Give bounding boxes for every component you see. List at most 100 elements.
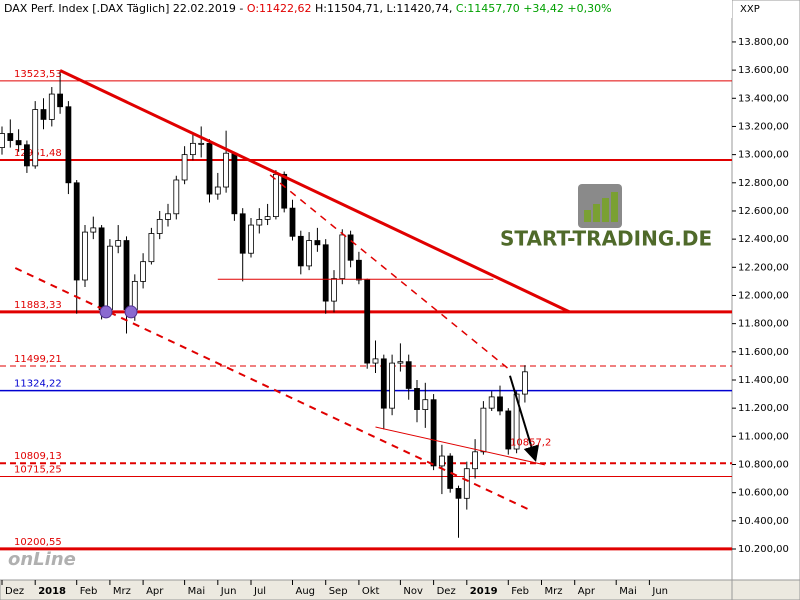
candle-body — [488, 396, 495, 409]
header-close: C:11457,70 +34,42 +0,30% — [455, 2, 612, 15]
candle-body — [472, 451, 479, 470]
candle-body — [15, 140, 22, 146]
candle-body — [231, 152, 238, 215]
candle-body — [372, 358, 379, 364]
candle-body — [140, 261, 147, 282]
candle-body — [522, 371, 528, 395]
candle-body — [297, 235, 304, 267]
candle-body — [7, 133, 14, 141]
candle-body — [355, 259, 362, 281]
x-tick-label: Aug — [296, 586, 316, 597]
logo-text: START-TRADING.DE — [500, 227, 712, 251]
candle-body — [148, 233, 155, 263]
candle-body — [123, 240, 130, 310]
candle-body — [165, 213, 171, 220]
candle-body — [248, 224, 254, 254]
candle-body — [380, 358, 387, 409]
candle-body — [422, 399, 429, 410]
candle-body — [0, 133, 5, 148]
x-tick-label: Jun — [220, 586, 237, 597]
y-tick-label: 13.000,00 — [738, 150, 789, 161]
level-label: 10715,25 — [14, 464, 62, 475]
candle-body — [447, 455, 454, 489]
candle-body — [57, 93, 63, 108]
x-tick-label: Sep — [329, 586, 348, 597]
candle-body — [98, 227, 105, 310]
header-high: H:11504,71 — [315, 2, 380, 15]
candle-body — [256, 219, 263, 226]
candle-body — [73, 182, 80, 281]
y-tick-label: 13.800,00 — [738, 37, 789, 48]
candle-body — [239, 213, 246, 254]
candle-body — [405, 361, 412, 389]
y-tick-label: 13.400,00 — [738, 93, 789, 104]
candle-body — [206, 142, 213, 195]
header-low: L:11420,74 — [386, 2, 449, 15]
x-tick-label: Feb — [511, 586, 529, 597]
logo-icon — [578, 184, 622, 228]
x-tick-label: Mrz — [545, 586, 563, 597]
x-tick-label: Dez — [437, 586, 456, 597]
candle-body — [438, 455, 445, 467]
y-tick-label: 12.400,00 — [738, 234, 789, 245]
candle-body — [314, 240, 321, 246]
y-tick-label: 11.200,00 — [738, 403, 789, 414]
x-tick-label: Okt — [362, 586, 380, 597]
x-tick-label: Jul — [253, 586, 266, 597]
candle-body — [306, 240, 313, 267]
y-tick-label: 11.400,00 — [738, 375, 789, 386]
y-tick-label: 11.600,00 — [738, 347, 789, 358]
header-title: DAX Perf. Index [.DAX Täglich] 22.02.201… — [4, 2, 244, 15]
x-tick-label: Nov — [403, 586, 423, 597]
candle-body — [189, 142, 196, 156]
candle-body — [430, 399, 437, 467]
plot-area: 10.200,00 10.400,00 10.600,00 10.800,00 11.0… — [0, 37, 789, 597]
candle-body — [90, 227, 97, 233]
candle-body — [48, 93, 55, 120]
candle-body — [181, 154, 188, 181]
candle-body — [364, 279, 371, 364]
y-tick-label: 12.800,00 — [738, 178, 789, 189]
candle-body — [115, 240, 122, 247]
candle-body — [40, 109, 47, 120]
candle-body — [198, 142, 205, 145]
watermark: onLine — [8, 549, 76, 570]
candle-body — [281, 173, 288, 209]
y-tick-label: 10.200,00 — [738, 544, 789, 555]
x-tick-label: Mrz — [113, 586, 131, 597]
annotation-label: 10857,2 — [510, 437, 551, 448]
candle-body — [173, 179, 180, 215]
candle-body — [82, 231, 88, 281]
candle-body — [339, 234, 346, 279]
y-tick-label: 11.000,00 — [738, 431, 789, 442]
trendline — [59, 69, 571, 314]
candle-body — [480, 407, 487, 453]
candle-body — [463, 468, 470, 499]
level-label: 11883,33 — [14, 300, 62, 311]
level-label: 10809,13 — [14, 451, 62, 462]
candle-body — [322, 244, 329, 302]
level-label: 10200,55 — [14, 537, 62, 548]
candle-body — [223, 152, 230, 188]
corner — [731, 579, 800, 600]
candle-body — [455, 488, 462, 499]
candle-body — [497, 396, 503, 412]
x-tick-label: Jun — [651, 586, 668, 597]
y-tick-label: 13.200,00 — [738, 121, 789, 132]
candle-body — [65, 106, 72, 184]
candle-body — [107, 245, 113, 310]
x-tick-label: Apr — [146, 586, 164, 597]
candle-body — [156, 219, 163, 234]
price-axis-panel — [731, 0, 800, 600]
level-label: 11324,22 — [14, 379, 62, 390]
support-marker — [124, 305, 138, 319]
candle-body — [264, 216, 271, 220]
candle-body — [389, 362, 396, 409]
support-marker — [99, 305, 113, 319]
y-tick-label: 10.600,00 — [738, 488, 789, 499]
x-tick-label: Mai — [619, 586, 637, 597]
y-tick-label: 11.800,00 — [738, 319, 789, 330]
